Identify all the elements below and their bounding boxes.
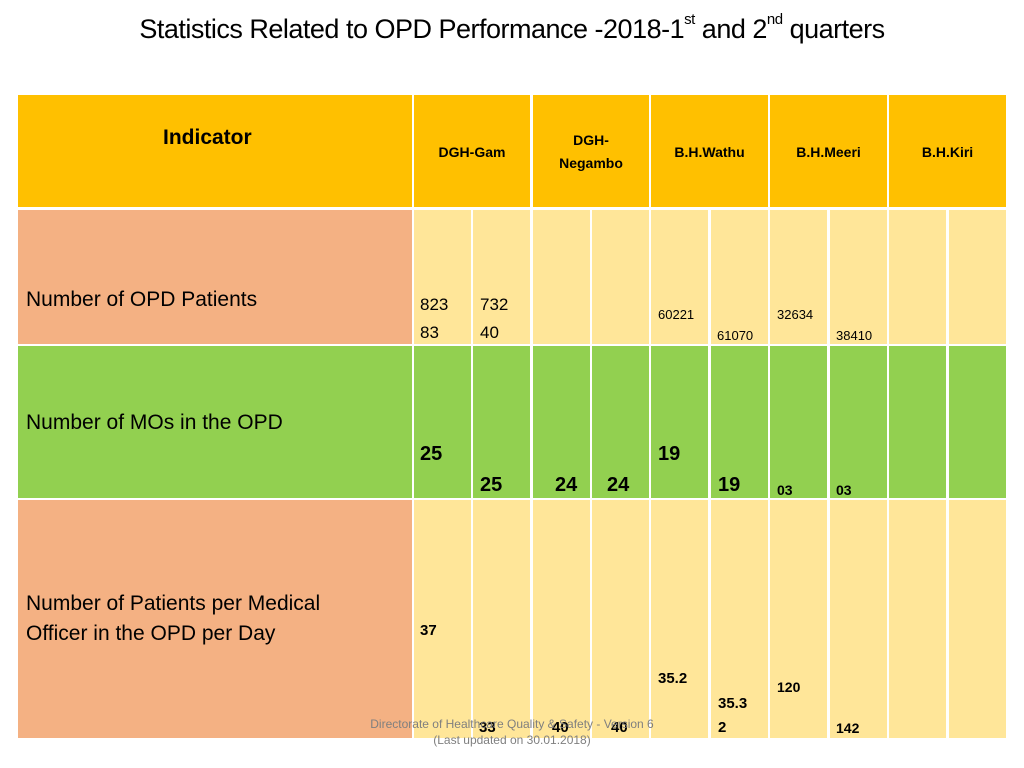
row-label-cell-patients-per-mo xyxy=(18,500,412,738)
title-sup-nd: nd xyxy=(766,11,783,28)
value-mos-bh-meeri-q1: 03 xyxy=(777,482,793,498)
value-mos-bh-meeri-q2: 03 xyxy=(836,482,852,498)
data-cell xyxy=(830,210,887,344)
value-mos-dgh-negambo-q1: 24 xyxy=(555,474,578,496)
value-mos-dgh-gam-q1: 25 xyxy=(420,443,443,465)
data-cell xyxy=(949,210,1006,344)
data-cell xyxy=(592,210,649,344)
row-label-patients-per-mo-line1: Number of Patients per Medical xyxy=(26,592,321,615)
value-bh-meeri-q2: 38410 xyxy=(836,328,873,343)
title-mid: and 2 xyxy=(694,14,768,44)
footer-line2: (Last updated on 30.01.2018) xyxy=(433,733,591,747)
data-cell xyxy=(830,346,887,498)
value-dgh-gam-q1-line2: 83 xyxy=(420,323,439,342)
value-ppm-dgh-gam-q1: 37 xyxy=(420,622,437,639)
data-cell xyxy=(592,500,649,738)
header-dgh-gam-label: DGH-Gam xyxy=(438,144,506,160)
data-cell xyxy=(414,210,471,344)
page-title: Statistics Related to OPD Performance -2… xyxy=(0,11,1024,45)
data-cell xyxy=(533,210,590,344)
data-cell xyxy=(949,346,1006,498)
header-dgh-negambo: DGH- Negambo xyxy=(533,95,649,207)
value-ppm-bh-wathu-q2-line1: 35.3 xyxy=(718,695,748,712)
data-cell xyxy=(889,210,946,344)
header-bh-meeri: B.H.Meeri xyxy=(770,95,887,207)
value-bh-wathu-q1: 60221 xyxy=(658,307,695,322)
header-bh-kiri: B.H.Kiri xyxy=(889,95,1006,207)
data-cell xyxy=(830,500,887,738)
row-label-cell-mos xyxy=(18,346,412,498)
footer-line1: Directorate of Healthcare Quality & Safe… xyxy=(370,717,654,731)
value-mos-dgh-gam-q2: 25 xyxy=(480,474,503,496)
value-ppm-dgh-negambo-q1: 40 xyxy=(552,719,569,736)
row-label-patients-per-mo-line2: Officer in the OPD per Day xyxy=(26,622,276,645)
data-cell xyxy=(651,346,708,498)
data-cell xyxy=(711,210,768,344)
value-ppm-bh-wathu-q1: 35.2 xyxy=(658,670,688,687)
value-mos-dgh-negambo-q2: 24 xyxy=(607,474,630,496)
data-cell xyxy=(770,346,827,498)
value-dgh-gam-q1-line1: 823 xyxy=(420,295,449,314)
data-cell xyxy=(533,346,590,498)
value-bh-wathu-q2: 61070 xyxy=(717,328,754,343)
data-cell xyxy=(949,500,1006,738)
value-bh-meeri-q1: 32634 xyxy=(777,307,814,322)
data-cell xyxy=(711,500,768,738)
value-ppm-bh-meeri-q1: 120 xyxy=(777,679,801,695)
data-cell xyxy=(414,346,471,498)
data-cell xyxy=(592,346,649,498)
title-sup-st: st xyxy=(684,11,695,28)
header-dgh-negambo-line1: DGH- xyxy=(573,132,609,148)
header-bh-kiri-label: B.H.Kiri xyxy=(921,144,974,160)
value-ppm-dgh-negambo-q2: 40 xyxy=(611,719,628,736)
data-cell xyxy=(533,500,590,738)
header-bh-meeri-label: B.H.Meeri xyxy=(796,144,861,160)
value-dgh-gam-q2-line2: 40 xyxy=(480,323,499,342)
data-cell xyxy=(770,500,827,738)
row-label-opd-patients: Number of OPD Patients xyxy=(26,288,258,311)
data-cell xyxy=(651,210,708,344)
data-cell xyxy=(889,346,946,498)
value-mos-bh-wathu-q2: 19 xyxy=(718,474,741,496)
data-cell xyxy=(414,500,471,738)
header-dgh-negambo-line2: Negambo xyxy=(559,155,623,171)
value-mos-bh-wathu-q1: 19 xyxy=(658,443,681,465)
value-ppm-bh-meeri-q2: 142 xyxy=(836,720,860,736)
value-ppm-bh-wathu-q2-line2: 2 xyxy=(718,719,727,736)
data-cell xyxy=(651,500,708,738)
data-cell xyxy=(473,346,530,498)
title-end: quarters xyxy=(782,14,886,44)
row-label-cell-opd-patients xyxy=(18,210,412,344)
data-cell xyxy=(473,210,530,344)
title-main: Statistics Related to OPD Performance -2… xyxy=(139,14,685,44)
data-cell xyxy=(889,500,946,738)
footer: Directorate of Healthcare Quality & Safe… xyxy=(300,716,724,748)
header-bh-wathu: B.H.Wathu xyxy=(651,95,768,207)
header-dgh-gam: DGH-Gam xyxy=(414,95,530,207)
data-cell xyxy=(770,210,827,344)
value-ppm-dgh-gam-q2: 33 xyxy=(479,719,496,736)
header-bh-wathu-label: B.H.Wathu xyxy=(674,144,745,160)
row-label-mos: Number of MOs in the OPD xyxy=(26,411,283,434)
value-dgh-gam-q2-line1: 732 xyxy=(480,295,509,314)
header-indicator-cell xyxy=(18,95,412,207)
data-cell xyxy=(711,346,768,498)
indicator-header: Indicator xyxy=(163,126,252,149)
data-cell xyxy=(473,500,530,738)
